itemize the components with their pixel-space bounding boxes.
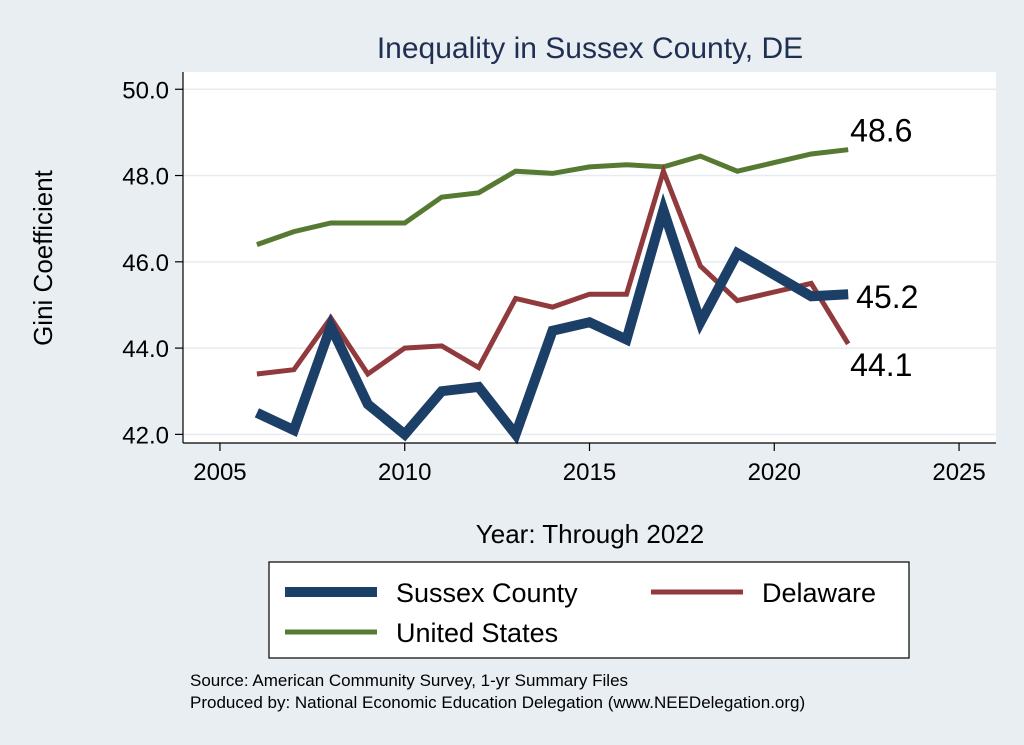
end-label-united-states: 48.6: [850, 113, 912, 149]
x-axis-title: Year: Through 2022: [476, 519, 704, 549]
end-label-sussex-county: 45.2: [856, 279, 918, 315]
legend-label-sussex-county: Sussex County: [396, 578, 578, 608]
legend-label-united-states: United States: [396, 618, 558, 648]
y-tick-label: 44.0: [122, 336, 169, 363]
y-tick-label: 46.0: [122, 250, 169, 277]
produced-by-note: Produced by: National Economic Education…: [190, 693, 805, 712]
y-tick-label: 50.0: [122, 77, 169, 104]
x-tick-label: 2010: [378, 459, 431, 486]
axes: 42.0 44.0 46.0 48.0 50.0 2005 2010 2015 2020 2025: [122, 72, 996, 486]
y-tick-label: 42.0: [122, 422, 169, 449]
series-line-united-states: [256, 147, 849, 247]
end-label-delaware: 44.1: [850, 347, 912, 383]
series-line-sussex-county: [254, 192, 849, 445]
legend-box: [268, 561, 910, 659]
x-tick-label: 2015: [563, 459, 616, 486]
legend: Sussex County Delaware United States: [268, 561, 910, 659]
series-line-delaware: [256, 163, 851, 378]
chart-title: Inequality in Sussex County, DE: [377, 32, 803, 65]
y-tick-label: 48.0: [122, 164, 169, 191]
legend-label-delaware: Delaware: [762, 578, 876, 608]
series-lines: [254, 147, 851, 445]
end-labels: 45.2 44.1 48.6: [850, 113, 918, 383]
y-axis-title: Gini Coefficient: [28, 169, 58, 346]
source-note: Source: American Community Survey, 1-yr …: [190, 671, 628, 690]
gridlines: [183, 88, 996, 436]
x-tick-label: 2005: [193, 459, 246, 486]
x-tick-label: 2025: [932, 459, 985, 486]
x-tick-label: 2020: [748, 459, 801, 486]
plot-area: [183, 72, 996, 443]
